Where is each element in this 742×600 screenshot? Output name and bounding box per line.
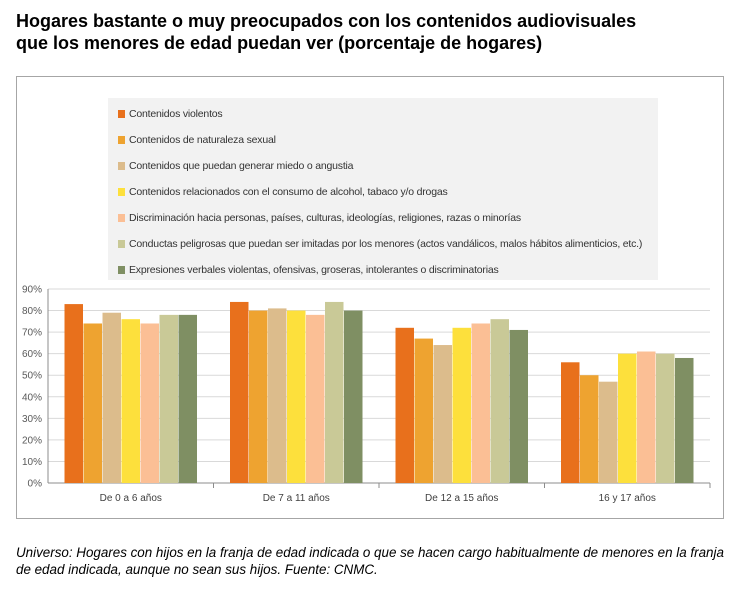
bar	[490, 319, 509, 483]
legend-swatch	[118, 214, 125, 222]
bar	[509, 329, 528, 483]
bar	[471, 323, 490, 483]
y-tick-label: 0%	[28, 479, 43, 490]
bar	[64, 304, 83, 483]
bar	[344, 310, 363, 483]
y-tick-label: 60%	[22, 349, 42, 360]
y-tick-label: 20%	[22, 435, 42, 446]
y-tick-label: 90%	[22, 285, 42, 296]
legend-swatch	[118, 188, 125, 196]
legend-label: Contenidos violentos	[129, 108, 223, 120]
x-tick-label: De 12 a 15 años	[425, 493, 498, 504]
legend-label: Contenidos que puedan generar miedo o an…	[129, 160, 354, 172]
y-tick-label: 50%	[22, 371, 42, 382]
chart-title-line-1: Hogares bastante o muy preocupados con l…	[16, 11, 637, 31]
bar	[249, 310, 268, 483]
y-tick-label: 80%	[22, 306, 42, 317]
bar	[287, 310, 306, 483]
legend-item: Discriminación hacia personas, países, c…	[118, 209, 521, 227]
bar	[656, 353, 675, 483]
bar	[159, 314, 178, 483]
bar	[121, 319, 140, 483]
bar	[580, 375, 599, 483]
bar	[325, 301, 344, 483]
x-tick-label: De 7 a 11 años	[263, 493, 330, 504]
legend-label: Discriminación hacia personas, países, c…	[129, 212, 521, 224]
legend-item: Contenidos de naturaleza sexual	[118, 131, 276, 149]
y-tick-label: 30%	[22, 414, 42, 425]
legend-item: Contenidos que puedan generar miedo o an…	[118, 157, 354, 175]
bar	[414, 338, 433, 483]
bar	[230, 301, 249, 483]
bar	[675, 357, 694, 483]
bar	[306, 314, 325, 483]
legend-swatch	[118, 162, 125, 170]
legend-item: Contenidos relacionados con el consumo d…	[118, 183, 448, 201]
legend-swatch	[118, 240, 125, 248]
bar	[599, 381, 618, 483]
bar	[268, 308, 287, 483]
bar	[102, 312, 121, 483]
y-tick-label: 10%	[22, 457, 42, 468]
legend-swatch	[118, 110, 125, 118]
bar	[433, 345, 452, 483]
x-tick-label: De 0 a 6 años	[100, 493, 162, 504]
chart-title-line-2: que los menores de edad puedan ver (porc…	[16, 33, 543, 53]
legend-item: Expresiones verbales violentas, ofensiva…	[118, 261, 499, 279]
bar	[178, 314, 197, 483]
legend-swatch	[118, 266, 125, 274]
legend-swatch	[118, 136, 125, 144]
legend-item: Conductas peligrosas que puedan ser imit…	[118, 235, 642, 253]
bar	[140, 323, 159, 483]
bar	[395, 327, 414, 483]
legend-label: Contenidos de naturaleza sexual	[129, 134, 276, 146]
bar	[637, 351, 656, 483]
legend-label: Conductas peligrosas que puedan ser imit…	[129, 238, 643, 250]
legend-label: Expresiones verbales violentas, ofensiva…	[129, 264, 499, 276]
bar	[618, 353, 637, 483]
legend-item: Contenidos violentos	[118, 105, 223, 123]
y-tick-label: 70%	[22, 328, 42, 339]
chart-title: Hogares bastante o muy preocupados con l…	[16, 10, 728, 54]
footnote: Universo: Hogares con hijos en la franja…	[16, 545, 724, 577]
chart-legend: Contenidos violentos Contenidos de natura…	[108, 98, 658, 280]
y-tick-label: 40%	[22, 392, 42, 403]
bar	[452, 327, 471, 483]
legend-label: Contenidos relacionados con el consumo d…	[129, 186, 448, 198]
bar	[83, 323, 102, 483]
bar	[561, 362, 580, 483]
x-tick-label: 16 y 17 años	[599, 493, 656, 504]
